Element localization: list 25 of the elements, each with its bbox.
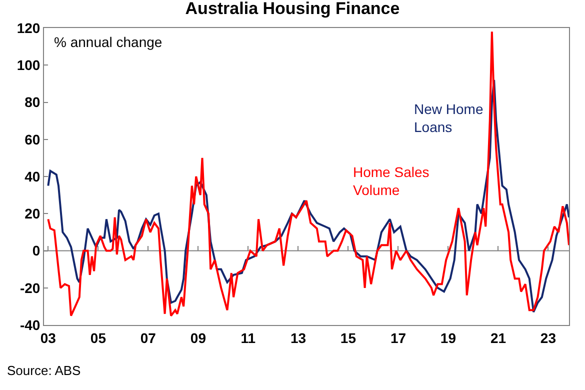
x-tick-label: 05 <box>90 330 106 346</box>
x-tick-label: 19 <box>440 330 456 346</box>
y-tick-label: 20 <box>24 206 40 222</box>
x-tick-label: 07 <box>140 330 156 346</box>
x-tick-label: 03 <box>40 330 56 346</box>
source-note: Source: ABS <box>7 363 82 378</box>
x-tick-label: 13 <box>290 330 306 346</box>
text: Home Sales Volume <box>353 164 430 198</box>
y-tick-label: 60 <box>24 131 40 148</box>
y-tick-label: 0 <box>32 242 40 259</box>
y-tick-label: -20 <box>20 280 40 296</box>
series-label: New Home Loans <box>414 101 484 136</box>
y-tick-label: -40 <box>20 316 40 333</box>
y-tick-label: 120 <box>16 20 40 36</box>
x-tick-label: 23 <box>540 330 556 346</box>
y-tick-label: 100 <box>16 57 40 74</box>
y-tick-label: 40 <box>24 168 40 184</box>
y-axis-title: % annual change <box>54 34 162 50</box>
x-tick-label: 11 <box>240 330 256 346</box>
y-tick-label: 80 <box>24 94 40 110</box>
x-tick-label: 21 <box>490 330 506 346</box>
x-tick-label: 17 <box>390 330 406 346</box>
x-tick-label: 09 <box>190 330 206 346</box>
x-tick-label: 15 <box>340 330 356 346</box>
chart-title: Australia Housing Finance <box>185 0 400 18</box>
